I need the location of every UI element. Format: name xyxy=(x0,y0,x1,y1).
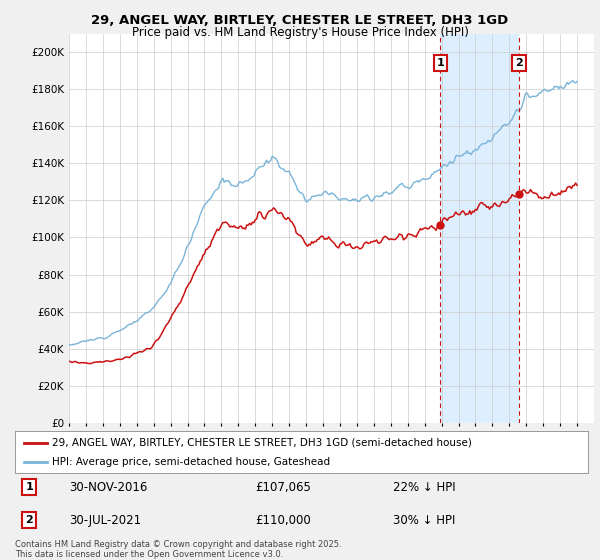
Text: 22% ↓ HPI: 22% ↓ HPI xyxy=(393,480,456,493)
Text: 2: 2 xyxy=(515,58,523,68)
Text: 1: 1 xyxy=(436,58,444,68)
Bar xyxy=(440,34,519,423)
Text: Contains HM Land Registry data © Crown copyright and database right 2025.
This d: Contains HM Land Registry data © Crown c… xyxy=(15,540,341,559)
Text: 30% ↓ HPI: 30% ↓ HPI xyxy=(393,514,455,527)
Text: Price paid vs. HM Land Registry's House Price Index (HPI): Price paid vs. HM Land Registry's House … xyxy=(131,26,469,39)
Text: 2: 2 xyxy=(25,515,33,525)
Text: £107,065: £107,065 xyxy=(256,480,311,493)
Text: 29, ANGEL WAY, BIRTLEY, CHESTER LE STREET, DH3 1GD (semi-detached house): 29, ANGEL WAY, BIRTLEY, CHESTER LE STREE… xyxy=(52,437,472,447)
Text: 30-JUL-2021: 30-JUL-2021 xyxy=(70,514,142,527)
Text: £110,000: £110,000 xyxy=(256,514,311,527)
Text: 29, ANGEL WAY, BIRTLEY, CHESTER LE STREET, DH3 1GD: 29, ANGEL WAY, BIRTLEY, CHESTER LE STREE… xyxy=(91,14,509,27)
Text: 1: 1 xyxy=(25,482,33,492)
Text: HPI: Average price, semi-detached house, Gateshead: HPI: Average price, semi-detached house,… xyxy=(52,457,331,467)
Text: 30-NOV-2016: 30-NOV-2016 xyxy=(70,480,148,493)
